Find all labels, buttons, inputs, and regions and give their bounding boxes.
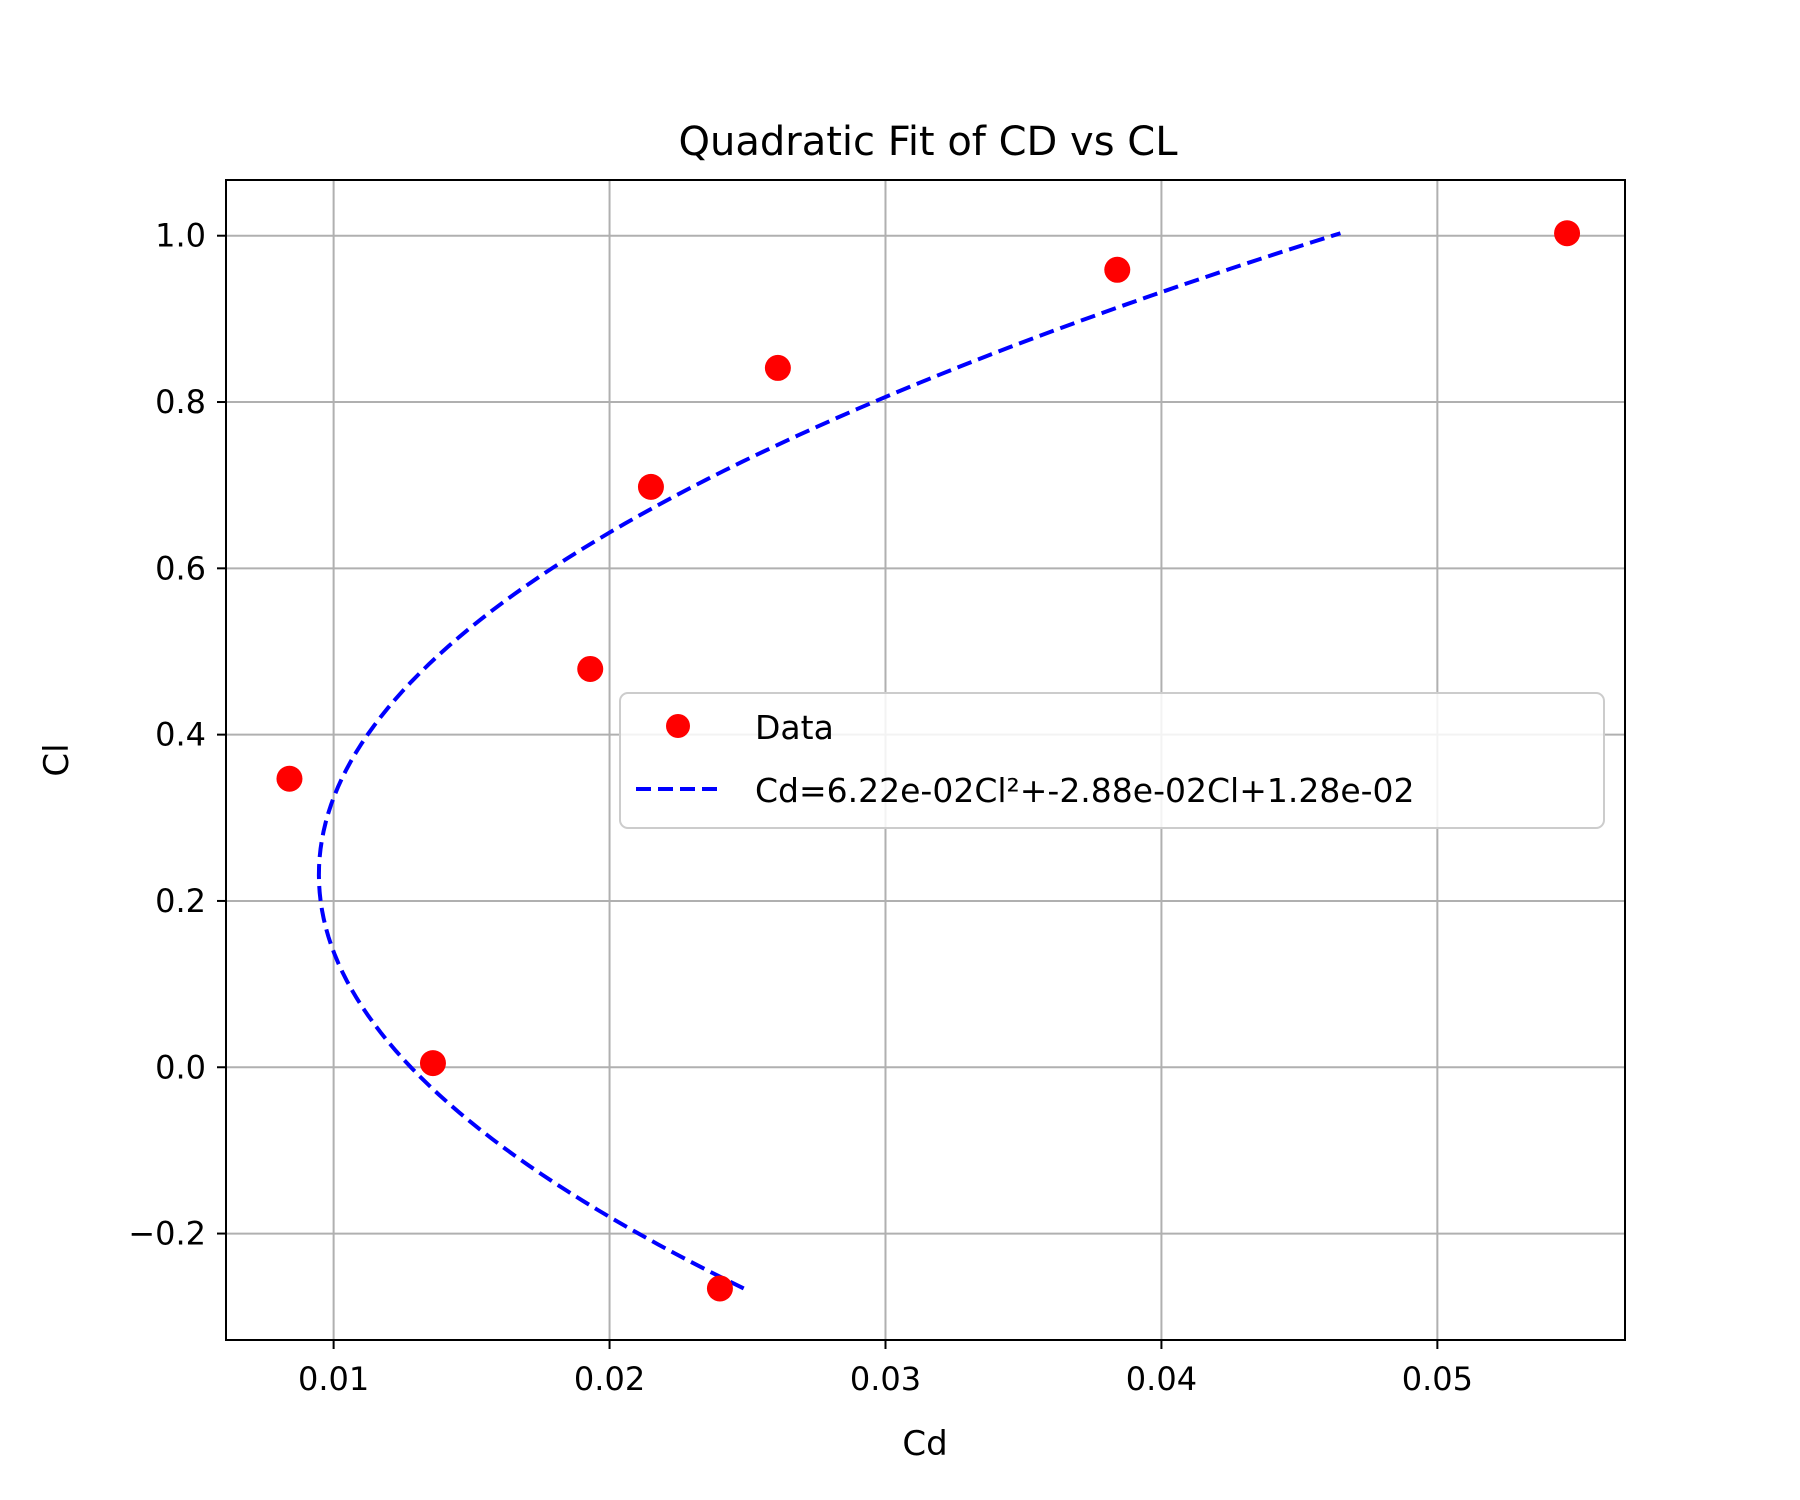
plot-area <box>276 220 1581 1302</box>
data-point <box>1554 220 1581 247</box>
data-point <box>577 655 604 682</box>
x-tick-label: 0.01 <box>298 1360 369 1398</box>
fit-curve <box>316 231 1342 1291</box>
data-point <box>276 765 303 792</box>
data-point <box>764 354 791 381</box>
legend-box <box>619 692 1605 829</box>
plot-frame <box>225 179 1626 1341</box>
y-axis-label: Cl <box>37 743 77 776</box>
y-tick-label: 0.4 <box>155 716 206 754</box>
data-point <box>419 1050 446 1077</box>
y-tick-label: 0.8 <box>155 383 206 421</box>
data-point <box>706 1275 733 1302</box>
x-tick-label: 0.05 <box>1402 1360 1473 1398</box>
y-axis: −0.2 0.0 0.2 0.4 0.6 0.8 1.0 <box>128 217 226 1253</box>
legend-label-data: Data <box>755 708 834 747</box>
y-tick-label: 0.0 <box>155 1048 206 1086</box>
legend-marker-data <box>666 714 690 738</box>
y-tick-label: 1.0 <box>155 217 206 255</box>
y-tick-label: 0.2 <box>155 882 206 920</box>
x-tick-label: 0.03 <box>850 1360 921 1398</box>
legend-label-fit: Cd=6.22e-02Cl²+-2.88e-02Cl+1.28e-02 <box>755 771 1415 810</box>
data-point <box>637 473 664 500</box>
y-tick-label: 0.6 <box>155 549 206 587</box>
x-tick-label: 0.04 <box>1126 1360 1197 1398</box>
x-axis: 0.01 0.02 0.03 0.04 0.05 <box>298 1340 1473 1398</box>
legend: Data Cd=6.22e-02Cl²+-2.88e-02Cl+1.28e-02 <box>619 692 1605 829</box>
chart-title: Quadratic Fit of CD vs CL <box>679 119 1179 165</box>
x-tick-label: 0.02 <box>574 1360 645 1398</box>
data-point <box>1104 256 1131 283</box>
y-tick-label: −0.2 <box>128 1215 206 1253</box>
x-axis-label: Cd <box>902 1424 947 1464</box>
